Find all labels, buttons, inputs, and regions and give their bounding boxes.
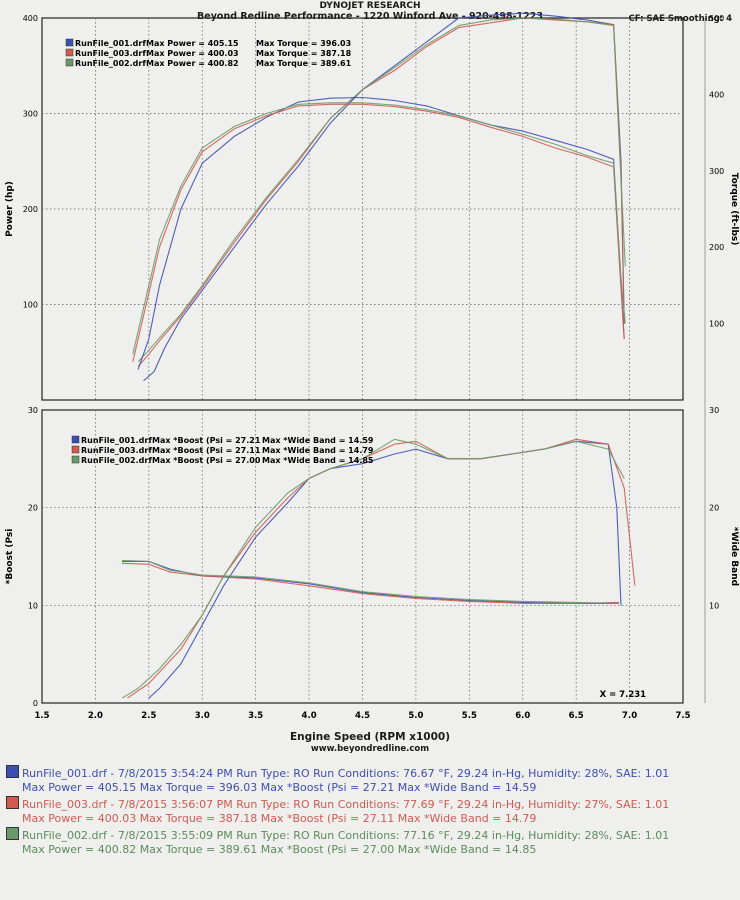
power-torque-y2-tick-label: 200 xyxy=(709,243,724,252)
run-color-swatch xyxy=(6,765,19,778)
run-summary-line2: Max Power = 400.82 Max Torque = 389.61 M… xyxy=(22,843,537,856)
run-summary-line2: Max Power = 400.03 Max Torque = 387.18 M… xyxy=(22,812,537,825)
x-tick-label: 1.5 xyxy=(34,711,49,721)
boost-wideband-series-boost-red xyxy=(127,438,636,699)
boost-wideband-legend-value-a: Max *Boost (Psi = 27.00 xyxy=(152,456,261,465)
power-torque-series-torque-blue xyxy=(137,96,625,370)
boost-wideband-legend-swatch xyxy=(71,435,80,444)
run-summary-line1: RunFile_001.drf - 7/8/2015 3:54:24 PM Ru… xyxy=(22,767,670,780)
power-torque-legend-swatch xyxy=(65,58,74,67)
power-torque-legend-swatch xyxy=(65,38,74,47)
boost-wideband-legend-run: RunFile_001.drf xyxy=(81,436,152,445)
x-tick-label: 5.5 xyxy=(462,711,477,721)
x-tick-label: 2.0 xyxy=(88,711,103,721)
power-torque-y2-tick-label: 400 xyxy=(709,90,724,99)
x-tick-label: 3.5 xyxy=(248,711,263,721)
run-summary-blue: RunFile_001.drf - 7/8/2015 3:54:24 PM Ru… xyxy=(6,765,669,795)
power-torque-legend-value-b: Max Torque = 389.61 xyxy=(256,59,352,68)
power-torque-y-tick-label: 100 xyxy=(23,301,38,310)
boost-wideband-legend-value-b: Max *Wide Band = 14.59 xyxy=(262,436,374,445)
boost-wideband-y2-tick-label: 20 xyxy=(709,504,719,513)
boost-wideband-series-wideband-blue xyxy=(122,560,619,604)
boost-wideband-legend-swatch xyxy=(71,445,80,454)
power-torque-legend-value-a: Max Power = 400.03 xyxy=(146,49,239,58)
header-shop-info: Beyond Redline Performance - 1220 Winfor… xyxy=(197,11,543,22)
power-torque-legend-run: RunFile_002.drf xyxy=(75,59,146,68)
run-summary-green: RunFile_002.drf - 7/8/2015 3:55:09 PM Ru… xyxy=(6,827,669,857)
x-tick-label: 4.0 xyxy=(302,711,317,721)
x-tick-label: 7.0 xyxy=(622,711,637,721)
power-torque-legend-value-a: Max Power = 405.15 xyxy=(146,39,239,48)
x-tick-label: 6.5 xyxy=(569,711,584,721)
power-torque-legend-swatch xyxy=(65,48,74,57)
power-torque-series-power-red xyxy=(137,17,625,367)
boost-wideband-legend-value-a: Max *Boost (Psi = 27.21 xyxy=(152,436,261,445)
power-torque-y2-tick-label: 300 xyxy=(709,167,724,176)
run-summary-line1: RunFile_003.drf - 7/8/2015 3:56:07 PM Ru… xyxy=(22,798,670,811)
x-tick-label: 4.5 xyxy=(355,711,370,721)
website-url: www.beyondredline.com xyxy=(310,744,430,754)
boost-wideband-y-tick-label: 0 xyxy=(33,699,38,708)
boost-wideband-series-boost-green xyxy=(121,438,625,699)
boost-wideband-series-boost-blue xyxy=(148,440,622,699)
boost-wideband-series-wideband-green xyxy=(122,559,619,604)
x-tick-label: 7.5 xyxy=(675,711,690,721)
boost-wideband-y-tick-label: 30 xyxy=(28,406,38,415)
x-cursor-readout: X = 7.231 xyxy=(600,690,647,700)
boost-wideband-y2-tick-label: 10 xyxy=(709,601,719,610)
power-torque-y2-tick-label: 100 xyxy=(709,320,724,329)
boost-wideband-legend-value-b: Max *Wide Band = 14.85 xyxy=(262,456,374,465)
power-torque-series-torque-red xyxy=(132,103,625,362)
run-summary-line2: Max Power = 405.15 Max Torque = 396.03 M… xyxy=(22,781,537,794)
power-torque-legend-value-a: Max Power = 400.82 xyxy=(146,59,239,68)
boost-wideband-y-tick-label: 10 xyxy=(28,601,38,610)
power-torque-legend-run: RunFile_001.drf xyxy=(75,39,146,48)
power-torque-y-tick-label: 400 xyxy=(23,14,38,23)
boost-wideband-y2-tick-label: 30 xyxy=(709,406,719,415)
power-torque-y-axis-title: Power (hp) xyxy=(5,181,15,237)
run-summary-line1: RunFile_002.drf - 7/8/2015 3:55:09 PM Ru… xyxy=(22,829,670,842)
x-tick-label: 2.5 xyxy=(141,711,156,721)
power-torque-legend-value-b: Max Torque = 396.03 xyxy=(256,39,351,48)
header-correction-info: CF: SAE Smoothing: 4 xyxy=(628,14,733,24)
header-title: DYNOJET RESEARCH xyxy=(319,1,421,11)
run-color-swatch xyxy=(6,796,19,809)
boost-wideband-legend-run: RunFile_003.drf xyxy=(81,446,152,455)
power-torque-legend-value-b: Max Torque = 387.18 xyxy=(256,49,352,58)
power-torque-series-power-green xyxy=(137,17,626,363)
x-tick-label: 5.0 xyxy=(408,711,423,721)
power-torque-series-power-blue xyxy=(143,12,625,382)
power-torque-y2-tick-label: 500 xyxy=(709,14,724,23)
boost-wideband-series-wideband-red xyxy=(122,562,619,604)
boost-wideband-legend-run: RunFile_002.drf xyxy=(81,456,152,465)
run-summary-red: RunFile_003.drf - 7/8/2015 3:56:07 PM Ru… xyxy=(6,796,669,826)
power-torque-y2-axis-title: Torque (ft-lbs) xyxy=(729,173,739,246)
boost-wideband-y-axis-title: *Boost (Psi xyxy=(5,529,15,585)
x-axis-title: Engine Speed (RPM x1000) xyxy=(290,731,450,743)
boost-wideband-legend-swatch xyxy=(71,455,80,464)
boost-wideband-y2-axis-title: *Wide Band xyxy=(729,527,739,586)
power-torque-series-torque-green xyxy=(132,102,626,355)
run-color-swatch xyxy=(6,827,19,840)
boost-wideband-legend-value-b: Max *Wide Band = 14.79 xyxy=(262,446,374,455)
power-torque-y-tick-label: 300 xyxy=(23,110,38,119)
boost-wideband-legend-value-a: Max *Boost (Psi = 27.11 xyxy=(152,446,261,455)
boost-wideband-y-tick-label: 20 xyxy=(28,504,38,513)
power-torque-legend-run: RunFile_003.drf xyxy=(75,49,146,58)
x-tick-label: 3.0 xyxy=(195,711,210,721)
x-tick-label: 6.0 xyxy=(515,711,530,721)
power-torque-y-tick-label: 200 xyxy=(23,205,38,214)
